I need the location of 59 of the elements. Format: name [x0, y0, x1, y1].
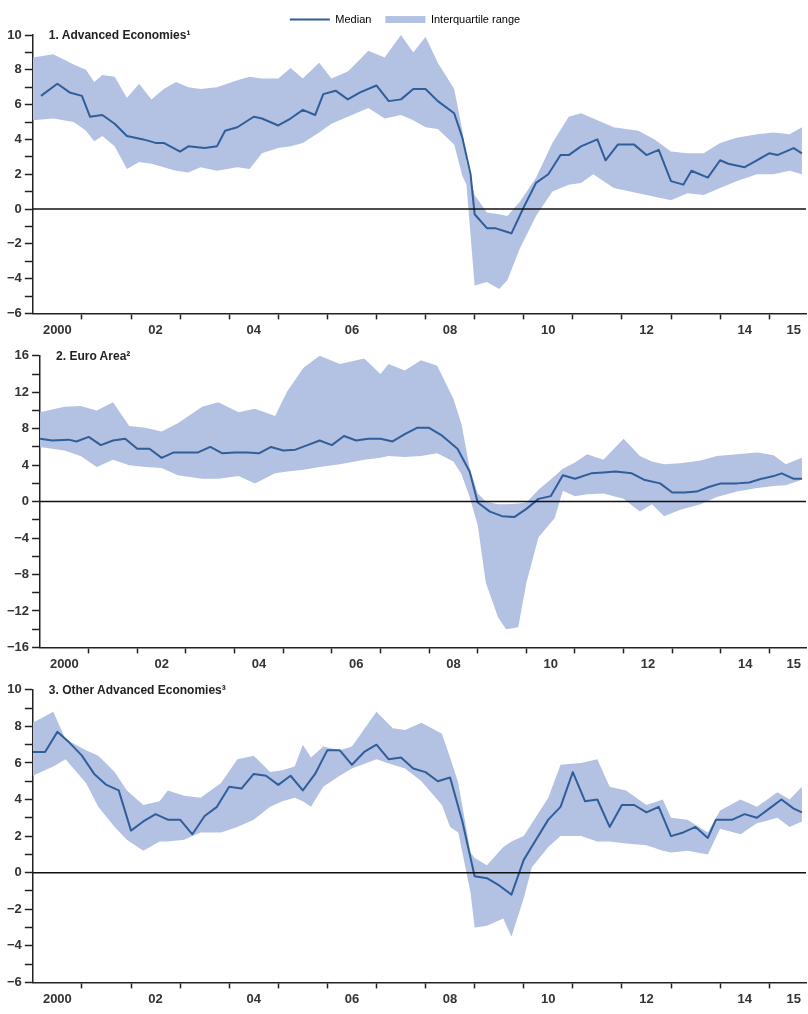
x-tick-label: 12	[639, 990, 654, 1006]
y-tick-label: 8	[21, 420, 30, 436]
chart-title: 3. Other Advanced Economies³	[48, 683, 226, 698]
x-tick-label: 2000	[49, 655, 79, 671]
y-tick-label: −4	[6, 937, 23, 953]
x-tick-label: 06	[348, 655, 364, 671]
x-tick-label: 10	[541, 321, 556, 337]
y-tick-label: 4	[21, 456, 30, 472]
chart-title: 1. Advanced Economies¹	[48, 28, 191, 43]
y-tick-label: 12	[14, 383, 30, 399]
x-tick-label: 10	[543, 655, 558, 671]
x-tick-label: 15	[786, 990, 801, 1006]
y-tick-label: 8	[14, 61, 22, 77]
y-tick-label: −8	[14, 566, 30, 582]
y-tick-label: 6	[14, 754, 22, 770]
x-tick-label: 02	[148, 990, 163, 1006]
x-tick-label: 04	[251, 655, 267, 671]
y-tick-label: 0	[14, 200, 22, 216]
x-tick-label: 14	[737, 321, 753, 337]
y-tick-label: −2	[6, 235, 22, 251]
x-tick-label: 06	[344, 321, 360, 337]
y-tick-label: 6	[14, 96, 22, 112]
x-tick-label: 14	[737, 655, 754, 671]
y-tick-label: 4	[14, 130, 23, 146]
y-tick-label: 2	[14, 165, 22, 181]
x-tick-label: 12	[639, 321, 654, 337]
x-tick-label: 08	[446, 655, 461, 671]
x-tick-label: 04	[246, 321, 262, 337]
y-tick-label: 0	[14, 864, 22, 880]
x-tick-label: 04	[246, 990, 262, 1006]
x-tick-label: 14	[737, 990, 753, 1006]
chart-title: 2. Euro Area²	[56, 349, 131, 364]
legend-label: Interquartile range	[430, 12, 521, 25]
y-tick-label: 10	[7, 26, 22, 42]
y-tick-label: 8	[14, 717, 22, 733]
y-tick-label: 2	[14, 827, 22, 843]
x-tick-label: 08	[442, 990, 458, 1006]
x-tick-label: 02	[154, 655, 169, 671]
y-tick-label: 16	[14, 347, 30, 363]
y-tick-label: −12	[6, 602, 30, 618]
x-tick-label: 12	[640, 655, 656, 671]
y-tick-label: −6	[6, 304, 22, 320]
y-tick-label: −4	[14, 529, 30, 545]
y-tick-label: −4	[6, 270, 23, 286]
y-tick-label: 0	[21, 493, 30, 509]
x-tick-label: 06	[344, 990, 360, 1006]
x-tick-label: 10	[541, 990, 556, 1006]
y-tick-label: −16	[6, 638, 30, 654]
x-tick-label: 02	[148, 321, 163, 337]
x-tick-label: 2000	[42, 990, 72, 1006]
x-tick-label: 2000	[42, 321, 72, 337]
y-tick-label: −2	[6, 900, 22, 916]
y-tick-label: −6	[6, 973, 22, 989]
y-tick-label: 4	[14, 791, 23, 807]
x-tick-label: 15	[786, 321, 801, 337]
x-tick-label: 15	[786, 655, 802, 671]
y-tick-label: 10	[7, 681, 22, 697]
x-tick-label: 08	[442, 321, 458, 337]
legend-label: Median	[335, 12, 372, 25]
